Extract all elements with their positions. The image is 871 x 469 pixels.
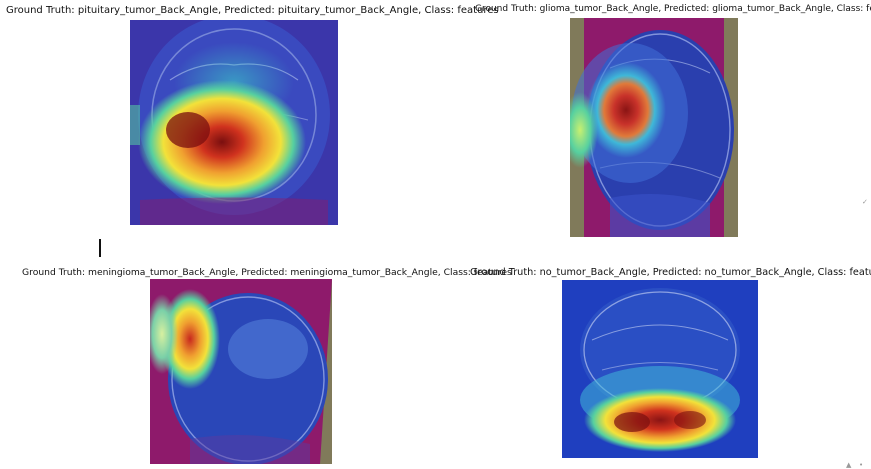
mri-heatmap-image-no-tumor bbox=[562, 280, 758, 458]
mri-heatmap-image-meningioma bbox=[150, 279, 332, 464]
mri-gradcam-heatmap-icon bbox=[562, 280, 758, 458]
panel-title-pituitary: Ground Truth: pituitary_tumor_Back_Angle… bbox=[6, 5, 499, 16]
text-cursor-icon bbox=[99, 239, 101, 257]
mri-heatmap-image-pituitary bbox=[130, 20, 338, 225]
mri-gradcam-heatmap-icon bbox=[570, 18, 738, 237]
mri-gradcam-heatmap-icon bbox=[150, 279, 332, 464]
panel-title-no-tumor: Ground Truth: no_tumor_Back_Angle, Predi… bbox=[470, 267, 871, 278]
mri-gradcam-heatmap-icon bbox=[130, 20, 338, 225]
mri-heatmap-image-glioma bbox=[570, 18, 738, 237]
panel-title-glioma: Ground Truth: glioma_tumor_Back_Angle, P… bbox=[475, 4, 871, 14]
decorative-mark: • bbox=[859, 461, 864, 469]
decorative-mark: ▲ bbox=[846, 461, 852, 469]
panel-title-meningioma: Ground Truth: meningioma_tumor_Back_Angl… bbox=[22, 267, 512, 278]
decorative-mark: ✓ bbox=[862, 198, 868, 206]
